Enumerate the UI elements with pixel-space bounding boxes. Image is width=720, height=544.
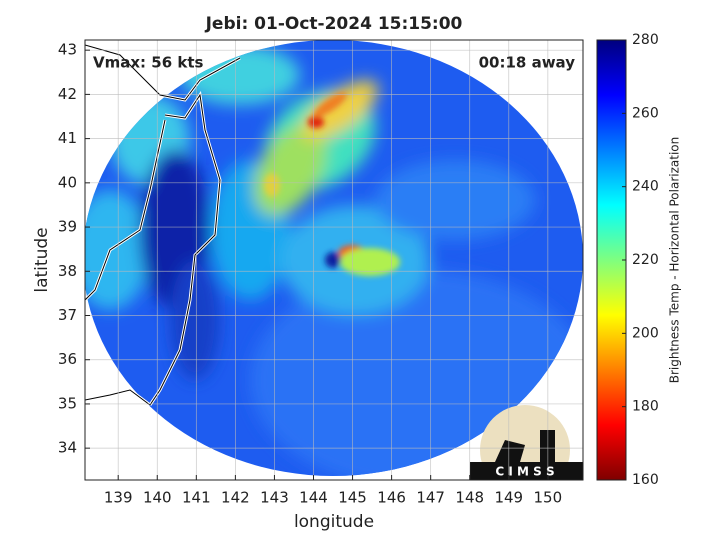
annotation: Vmax: 56 kts xyxy=(93,54,203,72)
colorbar-tick-label: 200 xyxy=(632,325,659,341)
axes-frame xyxy=(84,39,584,481)
annotation: 00:18 away xyxy=(479,54,576,72)
colorbar xyxy=(596,39,627,481)
y-tick-label: 43 xyxy=(58,41,77,59)
y-tick-label: 41 xyxy=(58,129,77,147)
colorbar-tick-label: 280 xyxy=(632,32,659,48)
colorbar-tick-label: 260 xyxy=(632,105,659,121)
coastline xyxy=(85,44,241,406)
y-tick-label: 35 xyxy=(58,394,77,412)
y-tick-label: 34 xyxy=(58,439,77,457)
chart-title: Jebi: 01-Oct-2024 15:15:00 xyxy=(205,14,463,34)
x-tick-label: 139 xyxy=(104,489,133,507)
colorbar-tick-label: 220 xyxy=(632,252,659,268)
x-tick-label: 146 xyxy=(377,489,406,507)
x-tick-label: 144 xyxy=(299,489,328,507)
x-tick-label: 142 xyxy=(221,489,250,507)
x-tick-label: 147 xyxy=(416,489,445,507)
y-tick-label: 38 xyxy=(58,262,77,280)
x-tick-label: 143 xyxy=(260,489,289,507)
grid xyxy=(85,40,583,480)
x-tick-label: 149 xyxy=(494,489,523,507)
y-tick-label: 37 xyxy=(58,306,77,324)
x-tick-label: 141 xyxy=(182,489,211,507)
logo-text: C I M S S xyxy=(495,465,554,479)
x-axis-label: longitude xyxy=(294,512,374,532)
x-tick-label: 140 xyxy=(143,489,172,507)
colorbar-tick-label: 240 xyxy=(632,179,659,195)
y-tick-label: 36 xyxy=(58,350,77,368)
colorbar-tick-label: 160 xyxy=(632,472,659,488)
x-tick-label: 148 xyxy=(455,489,484,507)
y-axis-label: latitude xyxy=(32,227,52,292)
y-tick-label: 39 xyxy=(58,218,77,236)
x-tick-label: 150 xyxy=(534,489,563,507)
y-tick-label: 40 xyxy=(58,173,77,191)
x-tick-label: 145 xyxy=(338,489,367,507)
colorbar-tick-label: 180 xyxy=(632,399,659,415)
logo: C I M S S xyxy=(470,405,583,480)
y-tick-label: 42 xyxy=(58,85,77,103)
colorbar-label: Brightness Temp - Horizontal Polarizatio… xyxy=(668,137,682,384)
